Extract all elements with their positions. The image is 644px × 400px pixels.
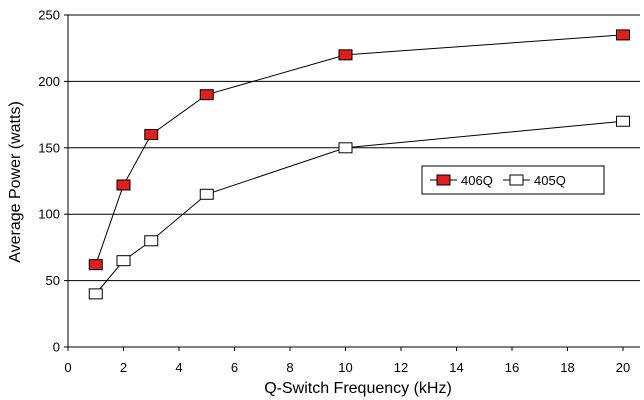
y-tick-label: 100: [38, 207, 60, 222]
x-tick-label: 8: [286, 360, 293, 375]
legend-marker-405Q: [509, 174, 524, 186]
data-point-406Q-1: [88, 259, 103, 271]
y-tick-label: 150: [38, 140, 60, 155]
y-tick-label: 50: [46, 273, 60, 288]
x-tick-labels: 0 2 4 6 8 10 12 14 16 18 20: [64, 360, 630, 375]
x-tick-label: 10: [338, 360, 352, 375]
data-point-406Q-2: [116, 179, 131, 191]
data-point-406Q-3: [144, 129, 159, 141]
x-tick-label: 14: [449, 360, 463, 375]
legend-marker-406Q: [436, 174, 451, 186]
data-point-406Q-5: [199, 89, 214, 101]
y-tick-label: 200: [38, 74, 60, 89]
data-point-405Q-2: [116, 255, 131, 267]
data-point-405Q-10: [338, 142, 353, 154]
y-tick-labels: 0 50 100 150 200 250: [38, 8, 60, 355]
axes: [64, 14, 640, 351]
data-point-405Q-20: [616, 115, 630, 127]
x-tick-label: 4: [175, 360, 182, 375]
series-line-405Q: [95, 120, 624, 295]
data-point-405Q-3: [144, 235, 159, 247]
x-tick-label: 20: [616, 360, 630, 375]
data-point-405Q-5: [199, 188, 214, 200]
data-point-405Q-1: [88, 288, 103, 300]
data-point-406Q-20: [616, 29, 630, 41]
x-tick-label: 2: [120, 360, 127, 375]
series-layer: [88, 29, 630, 300]
legend-label-405Q: 405Q: [534, 173, 566, 188]
legend: 406Q 405Q: [421, 165, 605, 195]
series-405Q: [88, 115, 630, 300]
gridlines: [68, 14, 640, 282]
series-line-406Q: [95, 34, 624, 265]
x-tick-label: 18: [560, 360, 574, 375]
data-point-406Q-10: [338, 49, 353, 61]
x-axis-title: Q-Switch Frequency (kHz): [264, 380, 452, 397]
y-tick-label: 250: [38, 8, 60, 23]
y-axis-title: Average Power (watts): [7, 101, 24, 263]
legend-label-406Q: 406Q: [461, 173, 493, 188]
x-tick-label: 16: [505, 360, 519, 375]
x-tick-label: 6: [231, 360, 238, 375]
series-406Q: [88, 29, 630, 271]
x-tick-label: 12: [394, 360, 408, 375]
y-tick-label: 0: [53, 340, 60, 355]
x-tick-label: 0: [64, 360, 71, 375]
